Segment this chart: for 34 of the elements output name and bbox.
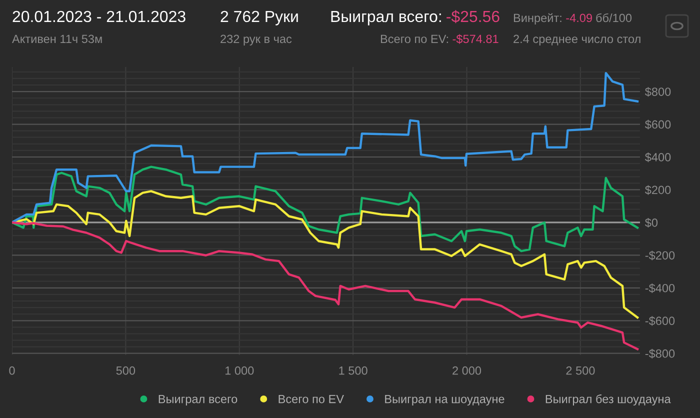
y-tick-label: -$600 (645, 316, 675, 326)
x-tick-label: 1 500 (339, 366, 368, 375)
x-tick-label: 1 000 (226, 366, 254, 375)
legend-label: Всего по EV (278, 394, 344, 404)
text: -4.09 (566, 14, 592, 22)
text: Всего по EV: (380, 34, 448, 44)
text: Винрейт: (514, 13, 562, 24)
y-tick-label: $0 (644, 218, 658, 228)
y-tick-label: -$800 (645, 348, 675, 358)
y-tick-label: $200 (644, 185, 671, 195)
legend-label: Выиграл без шоудауна (546, 394, 671, 406)
line-series (12, 166, 639, 252)
text: 2.4 среднее число стол (514, 34, 640, 46)
text: 20.01.2023 - 21.01.2023 (12, 10, 186, 22)
text: -$574.81 (452, 34, 498, 44)
y-tick-label: $400 (644, 152, 671, 162)
text: -$25.56 (446, 10, 500, 24)
text: Активен 11ч 53м (12, 34, 102, 44)
x-tick-label: 2 500 (566, 366, 595, 375)
legend-label: Выиграл на шоудауне (385, 394, 504, 406)
x-tick-label: 2 000 (452, 366, 482, 375)
x-tick-label: 0 (9, 366, 15, 375)
x-tick-label: 500 (116, 366, 136, 375)
line-series (12, 221, 639, 350)
text: 2 762 Руки (220, 10, 298, 26)
legend-label: Выиграл всего (158, 394, 238, 406)
y-tick-label: -$400 (645, 283, 675, 294)
text: 232 рук в час (220, 34, 292, 46)
text: Выиграл всего: (331, 11, 441, 26)
y-tick-label: $600 (644, 120, 671, 130)
y-tick-label: -$200 (645, 250, 675, 260)
text: бб/100 (596, 13, 632, 22)
y-tick-label: $800 (644, 87, 671, 97)
line-series (12, 72, 639, 224)
